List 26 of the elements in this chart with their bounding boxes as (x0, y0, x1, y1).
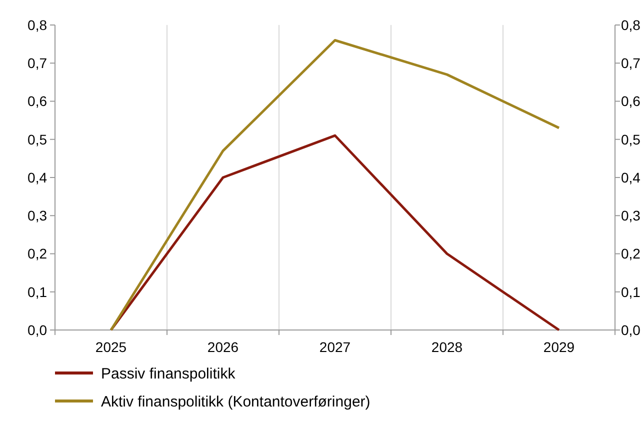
legend-label: Passiv finanspolitikk (101, 365, 236, 382)
x-tick-label: 2025 (95, 339, 127, 355)
y2-tick-label: 0,2 (621, 246, 641, 262)
y-tick-label: 0,7 (28, 55, 48, 72)
x-tick-label: 2029 (543, 339, 575, 355)
x-tick-label: 2028 (431, 339, 463, 355)
y-tick-label: 0,5 (28, 131, 48, 148)
y2-tick-label: 0,5 (621, 131, 641, 148)
y2-tick-label: 0,3 (621, 208, 641, 224)
y-tick-label: 0,0 (28, 322, 48, 338)
y-tick-label: 0,2 (28, 246, 48, 262)
y2-tick-label: 0,7 (621, 55, 641, 72)
y-tick-label: 0,4 (28, 169, 48, 186)
x-tick-label: 2027 (319, 339, 351, 355)
legend-label: Aktiv finanspolitikk (Kontantoverføringer) (101, 393, 370, 410)
line-series (110, 39, 560, 332)
y-tick-label: 0,8 (28, 16, 48, 33)
y2-tick-label: 0,0 (621, 322, 641, 338)
y2-tick-label: 0,6 (621, 93, 641, 110)
y2-tick-label: 0,4 (621, 169, 641, 186)
y2-tick-label: 0,1 (621, 284, 641, 300)
y-tick-label: 0,1 (28, 284, 48, 300)
y-tick-label: 0,3 (28, 208, 48, 224)
x-tick-label: 2026 (207, 339, 239, 355)
y-tick-label: 0,6 (28, 93, 48, 110)
y2-tick-label: 0,8 (621, 16, 641, 33)
